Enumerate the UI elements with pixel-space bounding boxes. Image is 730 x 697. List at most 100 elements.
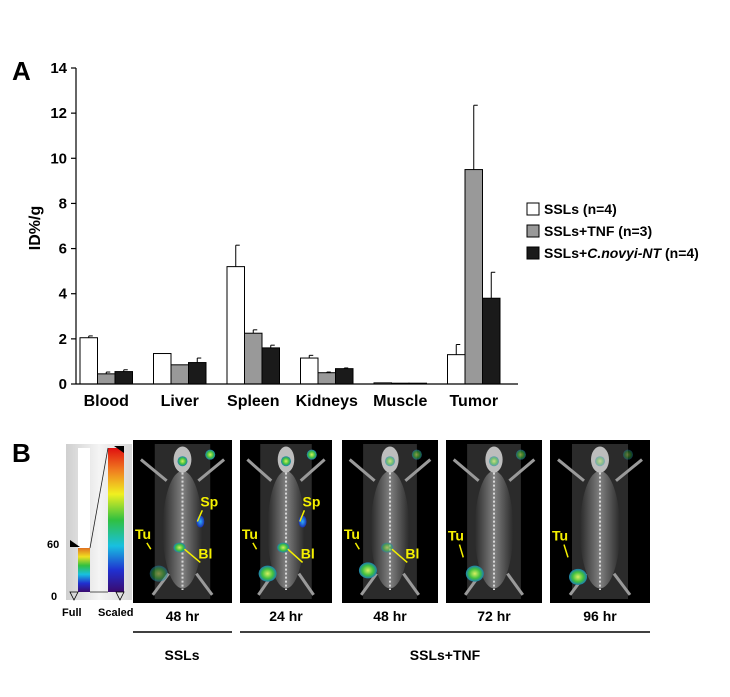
panel-b-label: B (12, 438, 31, 468)
organ-label: Tu (344, 526, 360, 542)
bar (188, 362, 207, 385)
scan-panel: Tu Bl (342, 440, 438, 603)
mouse-forelimb (508, 458, 536, 482)
bar (447, 354, 466, 385)
bars (79, 104, 501, 385)
y-tick-label: 14 (50, 60, 67, 77)
organ-label: Bl (301, 545, 315, 561)
scan-panel: Tu (550, 440, 650, 603)
legend-label: SSLs (n=4) (544, 201, 617, 217)
bar (244, 332, 263, 385)
full-bottom-marker-icon (69, 591, 79, 601)
legend-label: SSLs+TNF (n=3) (544, 223, 652, 239)
color-scale-full-empty (78, 448, 90, 548)
uptake-hotspot (489, 456, 499, 467)
scan-panel: Tu (446, 440, 542, 603)
mouse-hindlimb (612, 572, 632, 596)
organ-label: Tu (448, 528, 464, 544)
mouse-forelimb (615, 458, 643, 482)
uptake-hotspot (595, 456, 605, 467)
x-tick-label: Spleen (227, 393, 279, 410)
scan-time-label: 96 hr (583, 608, 617, 624)
tumor-hotspot (569, 568, 587, 585)
uptake-hotspot (623, 449, 633, 460)
tumor-hotspot (258, 565, 277, 582)
bar-chart: ID%/g 0 2 4 6 8 10 12 14 Blood Liver Spleen Kidney… (27, 60, 518, 410)
organ-label: Sp (303, 493, 321, 509)
scan-time-label: 24 hr (269, 608, 303, 624)
legend: SSLs (n=4) SSLs+TNF (n=3) SSLs+C.novyi-NT … (526, 201, 699, 261)
mouse-forelimb (348, 458, 376, 482)
group-brackets: SSLs SSLs+TNF (133, 631, 650, 663)
bar (153, 353, 172, 385)
organ-arrow (287, 548, 304, 564)
bar (317, 372, 336, 385)
y-tick-label: 4 (59, 286, 68, 303)
organ-label: Sp (200, 493, 218, 509)
bar (464, 169, 483, 385)
organ-arrow (196, 510, 203, 522)
uptake-hotspot (205, 449, 216, 460)
scale-tick-60: 60 (47, 539, 59, 551)
scale-tick-0: 0 (51, 591, 57, 603)
bar (114, 371, 133, 385)
mouse-hindlimb (506, 572, 525, 596)
mouse-forelimb (452, 458, 480, 482)
legend-swatch (526, 224, 540, 238)
mouse-forelimb (404, 458, 432, 482)
uptake-hotspot (515, 449, 526, 460)
x-axis-labels: Blood Liver Spleen Kidneys Muscle Tumor (84, 393, 498, 410)
scan-time-label: 48 hr (373, 608, 407, 624)
tumor-hotspot (465, 565, 484, 582)
mouse-forelimb (139, 458, 168, 482)
uptake-hotspot (177, 456, 188, 467)
mouse-hindlimb (402, 572, 421, 596)
organ-label: Tu (552, 528, 568, 544)
organ-label: Bl (405, 545, 419, 561)
x-tick-label: Liver (161, 393, 199, 410)
mouse-forelimb (197, 458, 226, 482)
tumor-hotspot (149, 565, 168, 582)
legend-swatch (526, 246, 540, 260)
mouse-hindlimb (359, 572, 378, 596)
scan-panel: Sp Tu Bl (133, 440, 232, 603)
y-axis: 0 2 4 6 8 10 12 14 (50, 60, 76, 393)
bar (261, 347, 280, 385)
organ-arrow (183, 548, 201, 564)
legend-swatch (526, 202, 540, 216)
organ-arrow (146, 542, 152, 550)
bar (482, 297, 501, 385)
organ-arrow (563, 544, 569, 558)
group-label-ssls-tnf: SSLs+TNF (410, 647, 481, 663)
bar (170, 364, 189, 385)
scan-panels: Sp Tu Bl 48 hr Sp Tu Bl 24 hr Tu Bl 48 hr Tu 72 hr Tu… (133, 440, 650, 624)
color-scale-scaled-bar (108, 448, 124, 592)
tumor-hotspot (358, 562, 377, 579)
bar (335, 368, 354, 385)
blood-hotspot (381, 542, 394, 553)
x-tick-label: Muscle (373, 393, 427, 410)
bar (97, 373, 116, 385)
y-tick-label: 8 (59, 195, 67, 212)
x-tick-label: Tumor (449, 393, 498, 410)
scale-label-scaled: Scaled (98, 607, 133, 619)
blood-hotspot (173, 542, 186, 553)
bar (300, 357, 319, 385)
organ-arrow (458, 544, 464, 558)
blood-hotspot (277, 542, 290, 553)
scale-map-line-top (89, 447, 109, 549)
organ-arrow (391, 548, 408, 564)
mouse-forelimb (557, 458, 585, 482)
color-scale-bar: 60 0 Full Scaled (47, 444, 133, 619)
y-tick-label: 6 (59, 241, 67, 258)
uptake-hotspot (281, 456, 291, 467)
scale-label-full: Full (62, 607, 82, 619)
y-tick-label: 2 (59, 331, 67, 348)
organ-label: Tu (242, 526, 258, 542)
mouse-hindlimb (195, 572, 214, 596)
organ-arrow (354, 542, 360, 550)
scan-panel: Sp Tu Bl (240, 440, 332, 603)
scan-time-label: 48 hr (166, 608, 200, 624)
organ-arrow (252, 542, 258, 550)
